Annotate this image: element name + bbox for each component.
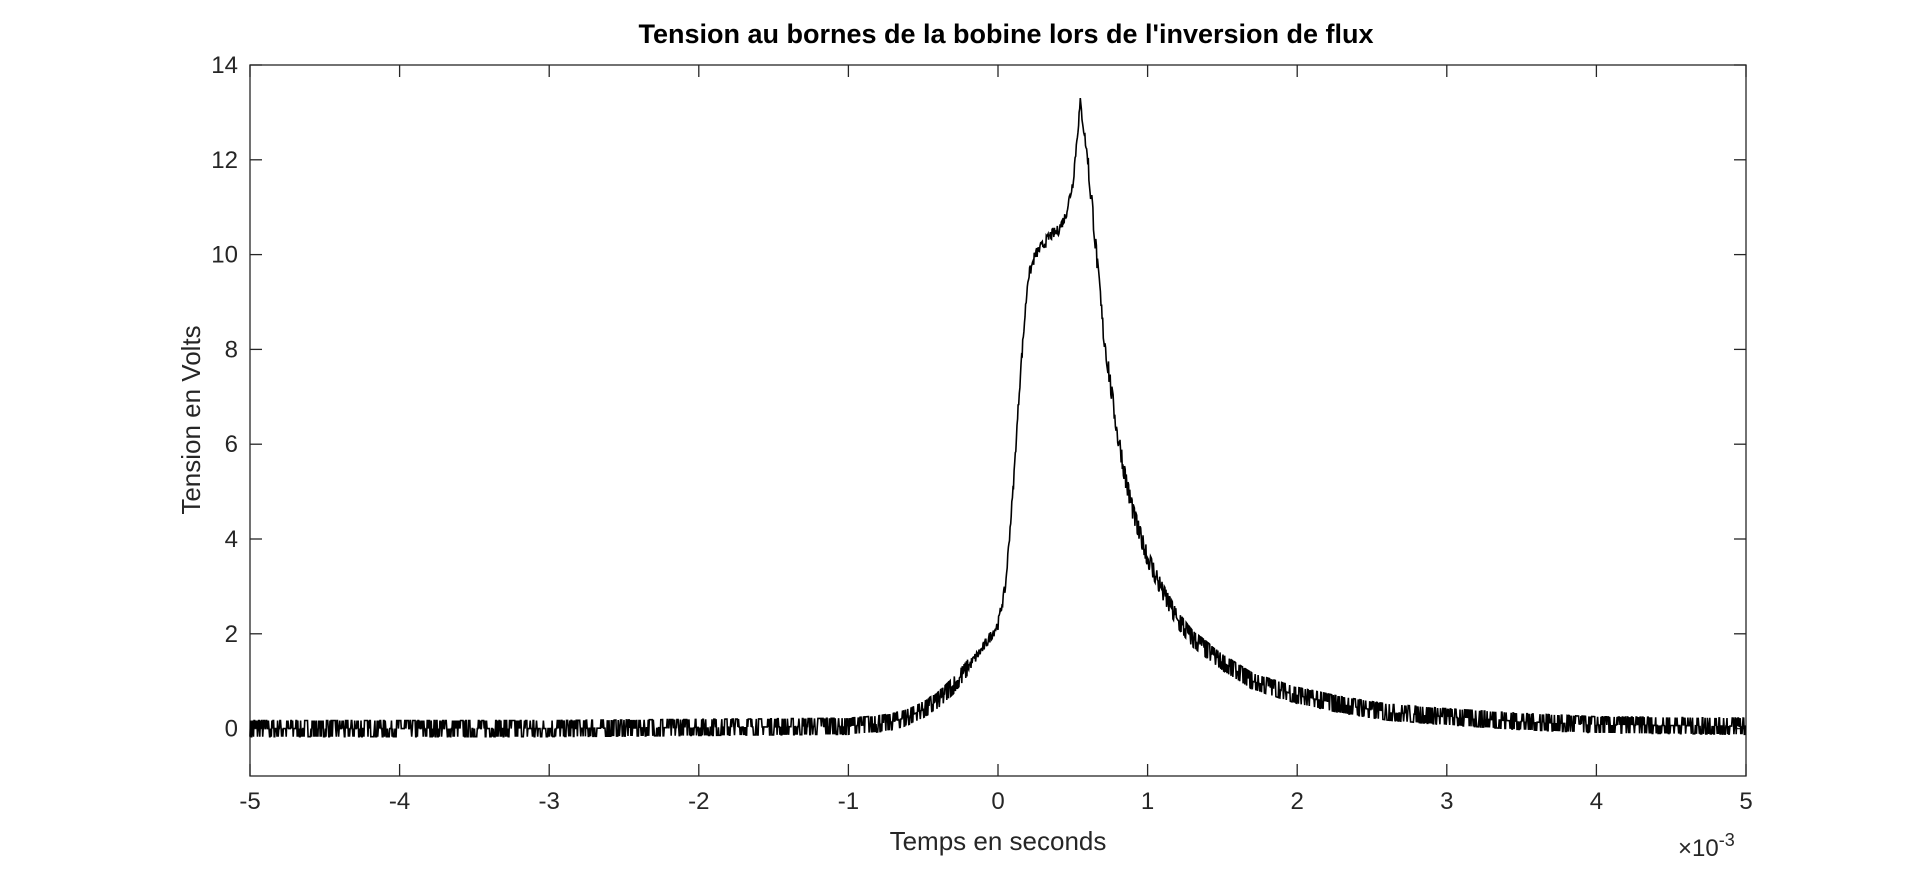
x-axis: -5 -4 -3 -2 -1 0 1 2 3 4 5 <box>239 65 1753 815</box>
x-tick-label: -3 <box>539 788 560 815</box>
x-tick-label: 3 <box>1440 788 1453 815</box>
y-tick-label: 10 <box>211 242 238 269</box>
y-axis: 0 2 4 6 8 10 12 14 <box>211 52 1746 743</box>
y-tick-label: 2 <box>225 621 238 648</box>
x-axis-label: Temps en seconds <box>890 826 1107 856</box>
y-tick-label: 4 <box>225 526 238 553</box>
x-tick-label: 5 <box>1739 788 1752 815</box>
x-tick-label: -1 <box>838 788 859 815</box>
y-tick-label: 0 <box>225 716 238 743</box>
y-axis-label: Tension en Volts <box>176 325 206 514</box>
x-exponent-power: -3 <box>1719 830 1735 850</box>
axes-frame <box>249 64 1747 777</box>
y-tick-label: 12 <box>211 147 238 174</box>
series-line-tension <box>249 98 1747 738</box>
chart-title: Tension au bornes de la bobine lors de l… <box>638 19 1373 49</box>
x-tick-label: -2 <box>688 788 709 815</box>
x-tick-label: 0 <box>991 788 1004 815</box>
x-exponent-prefix: ×10 <box>1678 835 1719 862</box>
x-tick-label: 4 <box>1590 788 1603 815</box>
x-tick-label: 2 <box>1291 788 1304 815</box>
x-tick-label: -5 <box>239 788 260 815</box>
y-tick-label: 8 <box>225 336 238 363</box>
x-tick-label: 1 <box>1141 788 1154 815</box>
y-tick-label: 14 <box>211 52 238 79</box>
x-tick-label: -4 <box>389 788 410 815</box>
x-exponent-label: ×10-3 <box>1678 830 1735 862</box>
y-tick-label: 6 <box>225 431 238 458</box>
